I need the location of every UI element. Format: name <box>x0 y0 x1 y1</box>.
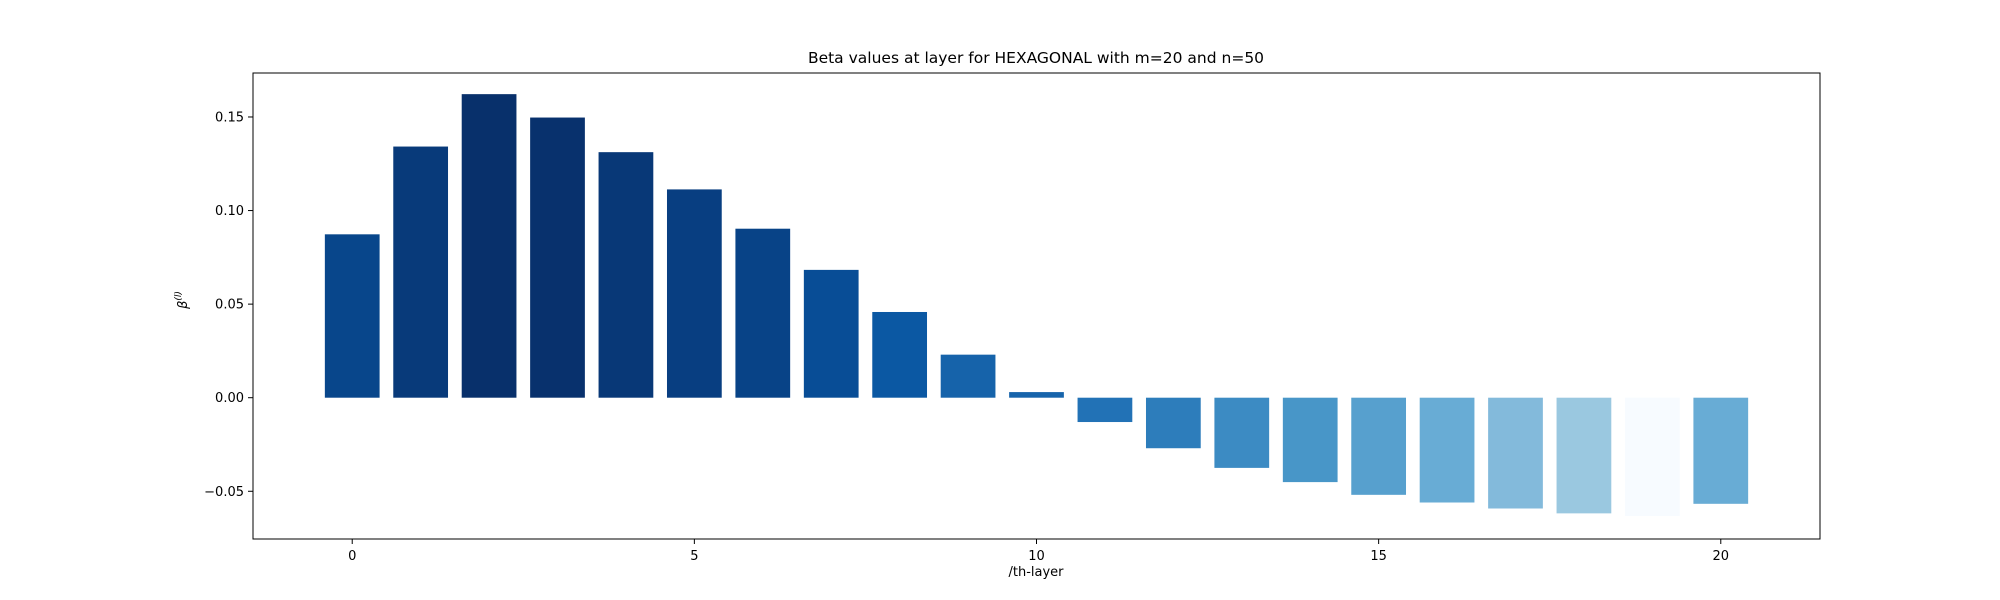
x-axis-label: /th-layer <box>1008 565 1064 580</box>
bar-layer-13 <box>1214 397 1270 468</box>
bar-layer-18 <box>1556 397 1612 514</box>
x-axis: 0 5 10 15 20 <box>348 539 1729 564</box>
y-axis: −0.05 0.00 0.05 0.10 0.15 <box>204 110 253 500</box>
bar-layer-0 <box>324 234 380 398</box>
bar-layer-3 <box>530 117 585 398</box>
x-tick-label: 15 <box>1370 549 1387 564</box>
bar-layer-8 <box>872 311 928 398</box>
y-tick-label: 0.10 <box>215 204 244 219</box>
y-tick-label: 0.15 <box>215 110 244 125</box>
plot-frame <box>252 72 1821 540</box>
y-axis-label: β(l) <box>174 291 191 310</box>
x-tick-label: 10 <box>1028 549 1045 564</box>
y-tick-label: −0.05 <box>204 485 244 500</box>
y-tick-label: 0.05 <box>215 298 244 313</box>
bar-layer-1 <box>393 146 449 398</box>
plot-area <box>324 94 1749 516</box>
bar-layer-4 <box>598 152 654 398</box>
bar-layer-11 <box>1077 397 1133 423</box>
x-tick-label: 20 <box>1713 549 1730 564</box>
y-axis-label-sup: (l) <box>174 291 184 301</box>
bar-layer-16 <box>1419 397 1475 503</box>
y-axis-label-main: β <box>176 301 191 310</box>
bar-layer-7 <box>803 269 859 398</box>
bar-layer-14 <box>1282 397 1338 483</box>
bar-layer-10 <box>1009 392 1064 398</box>
bar-layer-15 <box>1351 397 1407 495</box>
bar-layer-19 <box>1624 397 1680 516</box>
bar-layer-6 <box>735 228 791 398</box>
bar-layer-12 <box>1145 397 1201 449</box>
bar-layer-5 <box>666 189 722 398</box>
bar-layer-20 <box>1693 397 1749 504</box>
bar-layer-2 <box>461 94 517 398</box>
chart-title: Beta values at layer for HEXAGONAL with … <box>808 49 1264 67</box>
y-tick-label: 0.00 <box>215 391 244 406</box>
x-tick-label: 0 <box>348 549 356 564</box>
x-tick-label: 5 <box>690 549 698 564</box>
bar-layer-17 <box>1488 397 1543 509</box>
bar-layer-9 <box>940 354 996 398</box>
